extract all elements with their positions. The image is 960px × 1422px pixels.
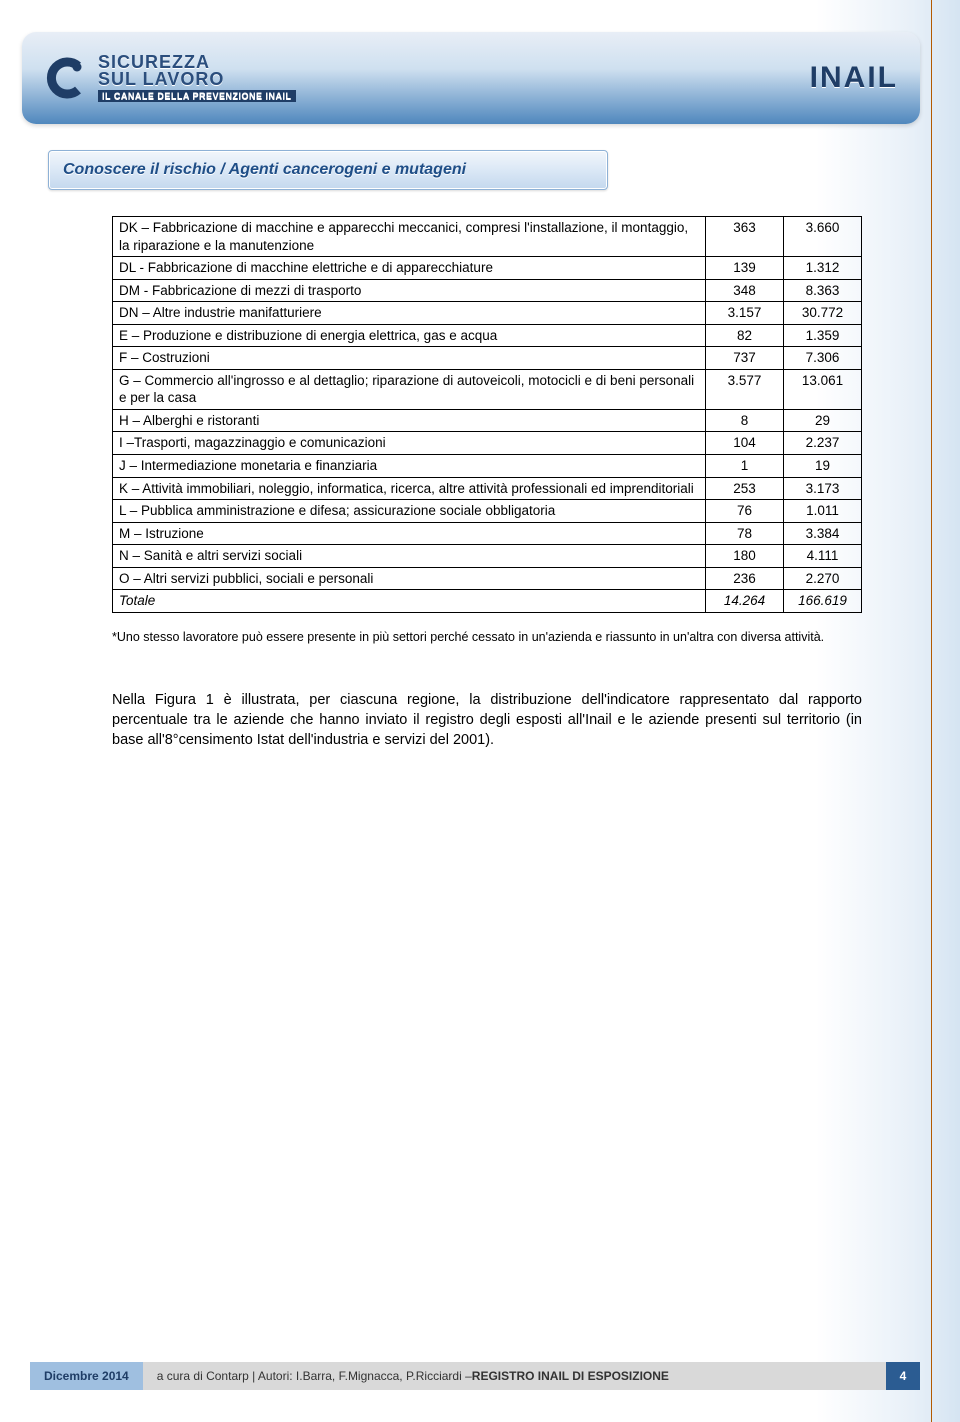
row-value-2: 30.772 bbox=[784, 302, 862, 325]
row-label: L – Pubblica amministrazione e difesa; a… bbox=[113, 500, 706, 523]
table-row: G – Commercio all'ingrosso e al dettagli… bbox=[113, 369, 862, 409]
row-label: M – Istruzione bbox=[113, 522, 706, 545]
table-row: I –Trasporti, magazzinaggio e comunicazi… bbox=[113, 432, 862, 455]
table-row: DM - Fabbricazione di mezzi di trasporto… bbox=[113, 279, 862, 302]
total-value-1: 14.264 bbox=[706, 590, 784, 613]
row-value-1: 139 bbox=[706, 257, 784, 280]
logo-line2: SUL LAVORO bbox=[98, 69, 224, 89]
breadcrumb-tab: Conoscere il rischio / Agenti cancerogen… bbox=[48, 150, 608, 190]
row-value-1: 78 bbox=[706, 522, 784, 545]
logo-left-text: SICUREZZA SUL LAVORO IL CANALE DELLA PRE… bbox=[98, 54, 296, 103]
total-label: Totale bbox=[113, 590, 706, 613]
footer-page-number: 4 bbox=[886, 1362, 920, 1390]
row-label: K – Attività immobiliari, noleggio, info… bbox=[113, 477, 706, 500]
row-value-2: 8.363 bbox=[784, 279, 862, 302]
row-label: O – Altri servizi pubblici, sociali e pe… bbox=[113, 567, 706, 590]
row-value-1: 180 bbox=[706, 545, 784, 568]
row-label: G – Commercio all'ingrosso e al dettagli… bbox=[113, 369, 706, 409]
row-value-1: 348 bbox=[706, 279, 784, 302]
row-value-2: 1.359 bbox=[784, 324, 862, 347]
row-value-2: 1.011 bbox=[784, 500, 862, 523]
row-label: N – Sanità e altri servizi sociali bbox=[113, 545, 706, 568]
row-value-1: 737 bbox=[706, 347, 784, 370]
row-value-2: 7.306 bbox=[784, 347, 862, 370]
row-value-2: 1.312 bbox=[784, 257, 862, 280]
logo-subtitle: IL CANALE DELLA PREVENZIONE INAIL bbox=[98, 90, 296, 103]
row-value-2: 4.111 bbox=[784, 545, 862, 568]
tab-title: Conoscere il rischio / Agenti cancerogen… bbox=[63, 161, 466, 179]
row-value-1: 236 bbox=[706, 567, 784, 590]
right-vertical-rule bbox=[931, 0, 932, 1422]
table-row: K – Attività immobiliari, noleggio, info… bbox=[113, 477, 862, 500]
table-total-row: Totale14.264166.619 bbox=[113, 590, 862, 613]
row-value-2: 3.173 bbox=[784, 477, 862, 500]
footnote-text: Uno stesso lavoratore può essere present… bbox=[117, 630, 824, 644]
row-label: H – Alberghi e ristoranti bbox=[113, 409, 706, 432]
row-value-2: 3.660 bbox=[784, 217, 862, 257]
footer-credits: a cura di Contarp | Autori: I.Barra, F.M… bbox=[143, 1362, 886, 1390]
row-value-1: 76 bbox=[706, 500, 784, 523]
row-value-1: 1 bbox=[706, 455, 784, 478]
row-label: E – Produzione e distribuzione di energi… bbox=[113, 324, 706, 347]
main-content: DK – Fabbricazione di macchine e apparec… bbox=[112, 216, 862, 751]
table-row: DK – Fabbricazione di macchine e apparec… bbox=[113, 217, 862, 257]
row-value-2: 2.270 bbox=[784, 567, 862, 590]
row-value-2: 13.061 bbox=[784, 369, 862, 409]
row-label: DM - Fabbricazione di mezzi di trasporto bbox=[113, 279, 706, 302]
row-value-1: 3.157 bbox=[706, 302, 784, 325]
table-row: F – Costruzioni7377.306 bbox=[113, 347, 862, 370]
table-row: N – Sanità e altri servizi sociali1804.1… bbox=[113, 545, 862, 568]
footer-date: Dicembre 2014 bbox=[30, 1362, 143, 1390]
body-paragraph: Nella Figura 1 è illustrata, per ciascun… bbox=[112, 690, 862, 751]
row-label: DN – Altre industrie manifatturiere bbox=[113, 302, 706, 325]
data-table: DK – Fabbricazione di macchine e apparec… bbox=[112, 216, 862, 613]
table-row: H – Alberghi e ristoranti829 bbox=[113, 409, 862, 432]
logo-left: SICUREZZA SUL LAVORO IL CANALE DELLA PRE… bbox=[44, 54, 296, 103]
logo-right: INAIL bbox=[810, 61, 898, 95]
header-banner: SICUREZZA SUL LAVORO IL CANALE DELLA PRE… bbox=[22, 32, 920, 124]
total-value-2: 166.619 bbox=[784, 590, 862, 613]
footer-credits-prefix: a cura di Contarp | Autori: I.Barra, F.M… bbox=[157, 1369, 472, 1383]
row-value-1: 104 bbox=[706, 432, 784, 455]
row-label: I –Trasporti, magazzinaggio e comunicazi… bbox=[113, 432, 706, 455]
row-value-1: 8 bbox=[706, 409, 784, 432]
row-label: J – Intermediazione monetaria e finanzia… bbox=[113, 455, 706, 478]
table-row: M – Istruzione783.384 bbox=[113, 522, 862, 545]
row-value-2: 2.237 bbox=[784, 432, 862, 455]
table-row: DL - Fabbricazione di macchine elettrich… bbox=[113, 257, 862, 280]
row-value-1: 82 bbox=[706, 324, 784, 347]
row-value-1: 253 bbox=[706, 477, 784, 500]
table-footnote: *Uno stesso lavoratore può essere presen… bbox=[112, 629, 862, 646]
row-label: DK – Fabbricazione di macchine e apparec… bbox=[113, 217, 706, 257]
row-value-2: 19 bbox=[784, 455, 862, 478]
row-label: F – Costruzioni bbox=[113, 347, 706, 370]
page-footer: Dicembre 2014 a cura di Contarp | Autori… bbox=[30, 1362, 920, 1390]
table-row: O – Altri servizi pubblici, sociali e pe… bbox=[113, 567, 862, 590]
table-row: J – Intermediazione monetaria e finanzia… bbox=[113, 455, 862, 478]
logo-c-icon bbox=[44, 56, 88, 100]
row-value-2: 3.384 bbox=[784, 522, 862, 545]
table-row: DN – Altre industrie manifatturiere3.157… bbox=[113, 302, 862, 325]
row-label: DL - Fabbricazione di macchine elettrich… bbox=[113, 257, 706, 280]
row-value-1: 3.577 bbox=[706, 369, 784, 409]
table-row: L – Pubblica amministrazione e difesa; a… bbox=[113, 500, 862, 523]
table-row: E – Produzione e distribuzione di energi… bbox=[113, 324, 862, 347]
row-value-2: 29 bbox=[784, 409, 862, 432]
footer-credits-bold: REGISTRO INAIL DI ESPOSIZIONE bbox=[472, 1369, 669, 1383]
row-value-1: 363 bbox=[706, 217, 784, 257]
